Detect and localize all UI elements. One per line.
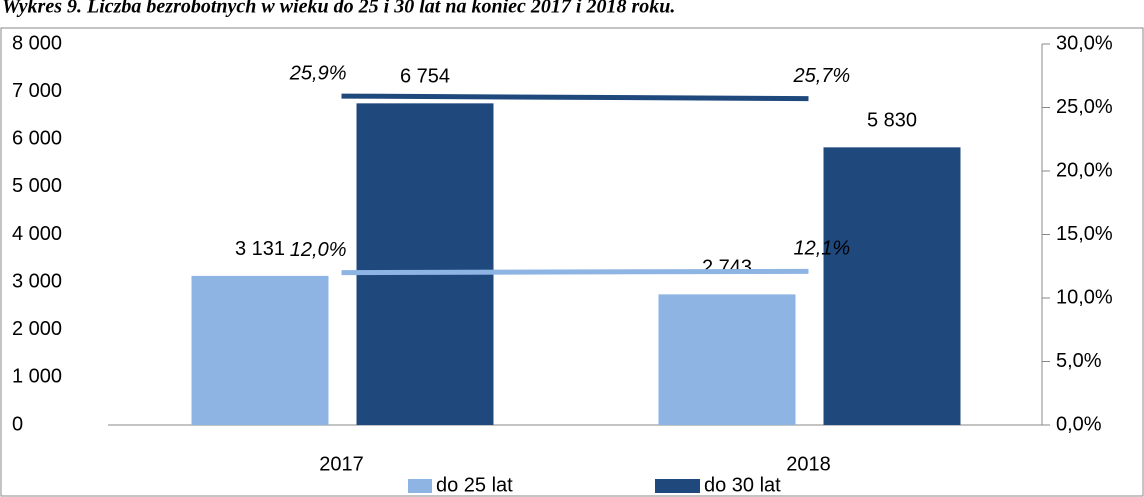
- bar: [191, 275, 329, 425]
- y-tick-label: 0: [12, 413, 23, 435]
- line-value-label: 25,7%: [793, 65, 851, 87]
- bar-value-label: 6 754: [400, 66, 450, 88]
- y-tick-label: 6 000: [12, 128, 62, 150]
- y2-tick-label: 30,0%: [1056, 32, 1113, 54]
- line-value-label: 12,0%: [290, 239, 347, 261]
- bar-value-label: 2 743: [702, 257, 752, 279]
- y2-tick-label: 0,0%: [1056, 413, 1102, 435]
- x-tick-label: 2017: [319, 453, 364, 475]
- y-tick-label: 3 000: [12, 270, 62, 292]
- bar: [356, 103, 494, 425]
- bar-value-label: 5 830: [867, 110, 917, 132]
- line-value-label: 12,1%: [794, 238, 851, 260]
- legend-label: do 30 lat: [704, 474, 781, 496]
- line: [341, 93, 809, 102]
- y2-tick-label: 10,0%: [1056, 286, 1113, 308]
- y2-tick-label: 5,0%: [1056, 350, 1102, 372]
- y2-tick-label: 20,0%: [1056, 159, 1113, 181]
- chart-title: Wykres 9. Liczba bezrobotnych w wieku do…: [2, 0, 675, 18]
- line: [341, 268, 809, 276]
- y-tick-label: 5 000: [12, 175, 62, 197]
- y-tick-label: 2 000: [12, 318, 62, 340]
- legend-label: do 25 lat: [436, 474, 513, 496]
- x-tick-label: 2018: [786, 453, 831, 475]
- y-tick-label: 7 000: [12, 80, 62, 102]
- line-value-label: 25,9%: [289, 62, 347, 84]
- y2-tick-label: 15,0%: [1056, 223, 1113, 245]
- bar: [658, 294, 796, 425]
- legend-swatch: [408, 479, 432, 493]
- legend-swatch: [655, 479, 700, 493]
- y-tick-label: 4 000: [12, 223, 62, 245]
- bar: [823, 147, 961, 425]
- y-tick-label: 8 000: [12, 32, 62, 54]
- y-tick-label: 1 000: [12, 366, 62, 388]
- y2-tick-label: 25,0%: [1056, 96, 1113, 118]
- bar-value-label: 3 131: [235, 238, 285, 260]
- chart-frame: [0, 27, 1144, 497]
